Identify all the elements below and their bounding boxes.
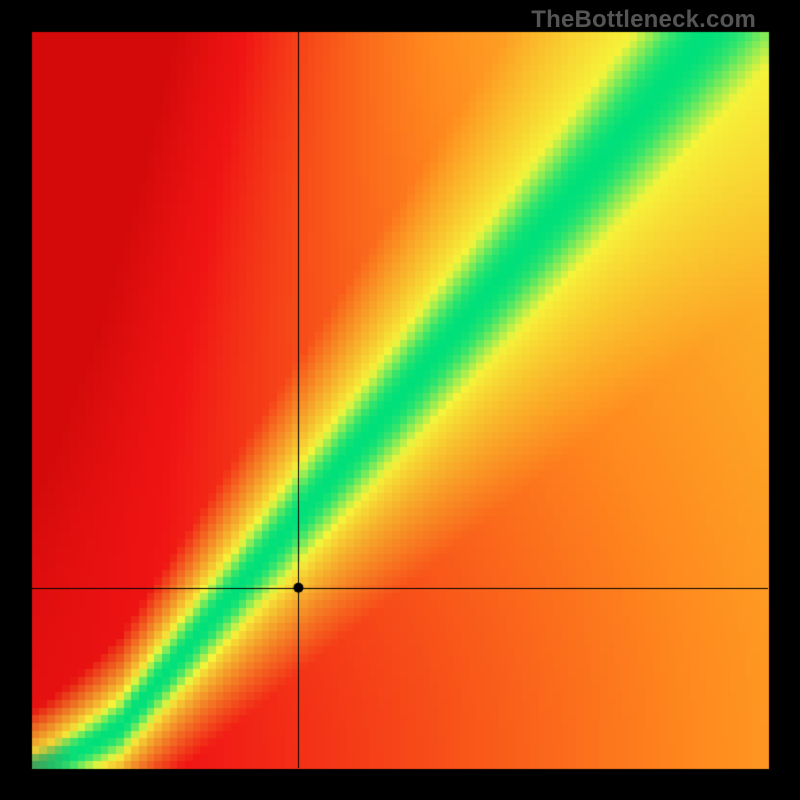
root: TheBottleneck.com: [0, 0, 800, 800]
bottleneck-heatmap: [0, 0, 800, 800]
